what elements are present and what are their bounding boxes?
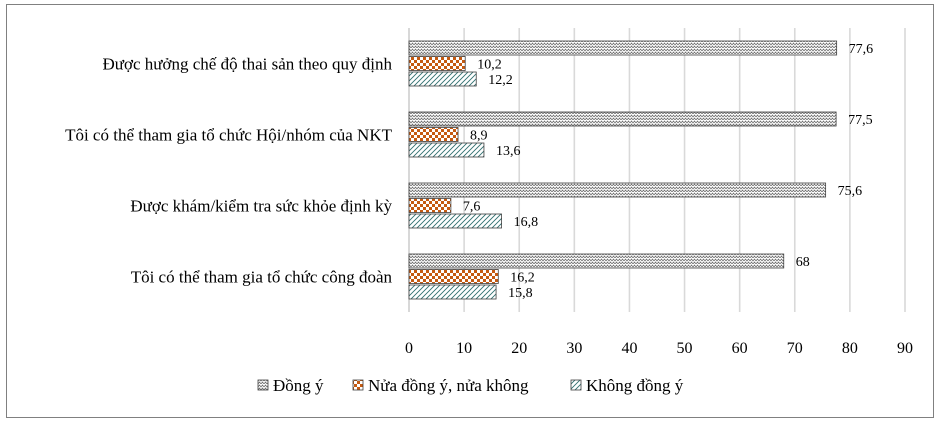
data-label: 77,5 xyxy=(848,113,873,128)
legend-label: Không đồng ý xyxy=(586,376,684,395)
bar-checker xyxy=(408,198,452,213)
bar-zigzag xyxy=(408,182,827,198)
x-tick-label: 40 xyxy=(621,340,637,357)
x-tick-label: 30 xyxy=(566,340,582,357)
x-tick-label: 60 xyxy=(732,340,748,357)
bar-zigzag xyxy=(408,111,837,127)
legend-label: Nửa đồng ý, nửa không xyxy=(368,376,529,395)
legend-swatch xyxy=(570,379,582,391)
bar-zigzag xyxy=(408,40,838,56)
bar-checker xyxy=(408,127,459,142)
x-tick-label: 70 xyxy=(787,340,803,357)
x-tick-label: 0 xyxy=(405,340,413,357)
category-label: Được khám/kiểm tra sức khỏe định kỳ xyxy=(130,197,392,216)
bar-diagonal xyxy=(408,71,477,87)
data-label: 12,2 xyxy=(488,73,513,88)
bar-checker xyxy=(408,56,466,71)
category-label: Được hưởng chế độ thai sản theo quy định xyxy=(103,55,393,74)
data-label: 68 xyxy=(796,255,810,270)
data-label: 13,6 xyxy=(496,144,521,159)
bar-diagonal xyxy=(408,213,502,229)
data-label: 77,6 xyxy=(849,42,874,57)
category-label: Tôi có thể tham gia tổ chức Hội/nhóm của… xyxy=(65,126,393,145)
bar-checker xyxy=(408,269,499,284)
x-tick-label: 90 xyxy=(897,340,913,357)
data-label: 16,2 xyxy=(510,271,535,286)
legend-swatch xyxy=(352,379,364,391)
legend-label: Đồng ý xyxy=(273,376,324,395)
data-label: 75,6 xyxy=(838,184,863,199)
x-tick-label: 20 xyxy=(511,340,527,357)
data-label: 16,8 xyxy=(514,215,539,230)
x-tick-label: 10 xyxy=(456,340,472,357)
category-label: Tôi có thể tham gia tổ chức công đoàn xyxy=(131,268,393,287)
data-label: 7,6 xyxy=(463,200,481,215)
data-label: 15,8 xyxy=(508,286,533,301)
bar-diagonal xyxy=(408,142,485,158)
bar-diagonal xyxy=(408,284,497,300)
data-label: 8,9 xyxy=(470,129,488,144)
data-label: 10,2 xyxy=(477,58,502,73)
bar-zigzag xyxy=(408,253,785,269)
x-tick-label: 50 xyxy=(677,340,693,357)
legend-swatch xyxy=(257,379,269,391)
x-tick-label: 80 xyxy=(842,340,858,357)
